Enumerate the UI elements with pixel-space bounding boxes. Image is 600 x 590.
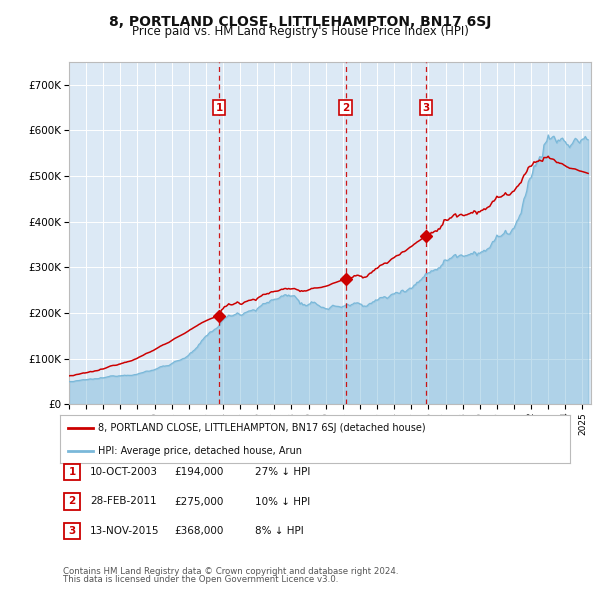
Text: £194,000: £194,000 xyxy=(174,467,223,477)
Text: 8% ↓ HPI: 8% ↓ HPI xyxy=(255,526,304,536)
Text: 10-OCT-2003: 10-OCT-2003 xyxy=(90,467,158,477)
Text: 3: 3 xyxy=(422,103,430,113)
Text: 8, PORTLAND CLOSE, LITTLEHAMPTON, BN17 6SJ (detached house): 8, PORTLAND CLOSE, LITTLEHAMPTON, BN17 6… xyxy=(98,423,426,433)
Text: 28-FEB-2011: 28-FEB-2011 xyxy=(90,497,157,506)
Text: 13-NOV-2015: 13-NOV-2015 xyxy=(90,526,160,536)
Text: 3: 3 xyxy=(68,526,76,536)
Text: 1: 1 xyxy=(68,467,76,477)
Text: Contains HM Land Registry data © Crown copyright and database right 2024.: Contains HM Land Registry data © Crown c… xyxy=(63,567,398,576)
Text: 8, PORTLAND CLOSE, LITTLEHAMPTON, BN17 6SJ: 8, PORTLAND CLOSE, LITTLEHAMPTON, BN17 6… xyxy=(109,15,491,29)
Text: 1: 1 xyxy=(215,103,223,113)
Text: 27% ↓ HPI: 27% ↓ HPI xyxy=(255,467,310,477)
Text: 10% ↓ HPI: 10% ↓ HPI xyxy=(255,497,310,506)
Text: This data is licensed under the Open Government Licence v3.0.: This data is licensed under the Open Gov… xyxy=(63,575,338,584)
Text: Price paid vs. HM Land Registry's House Price Index (HPI): Price paid vs. HM Land Registry's House … xyxy=(131,25,469,38)
Text: £368,000: £368,000 xyxy=(174,526,223,536)
Text: 2: 2 xyxy=(342,103,349,113)
Text: 2: 2 xyxy=(68,497,76,506)
Text: HPI: Average price, detached house, Arun: HPI: Average price, detached house, Arun xyxy=(98,446,302,456)
Text: £275,000: £275,000 xyxy=(174,497,223,506)
